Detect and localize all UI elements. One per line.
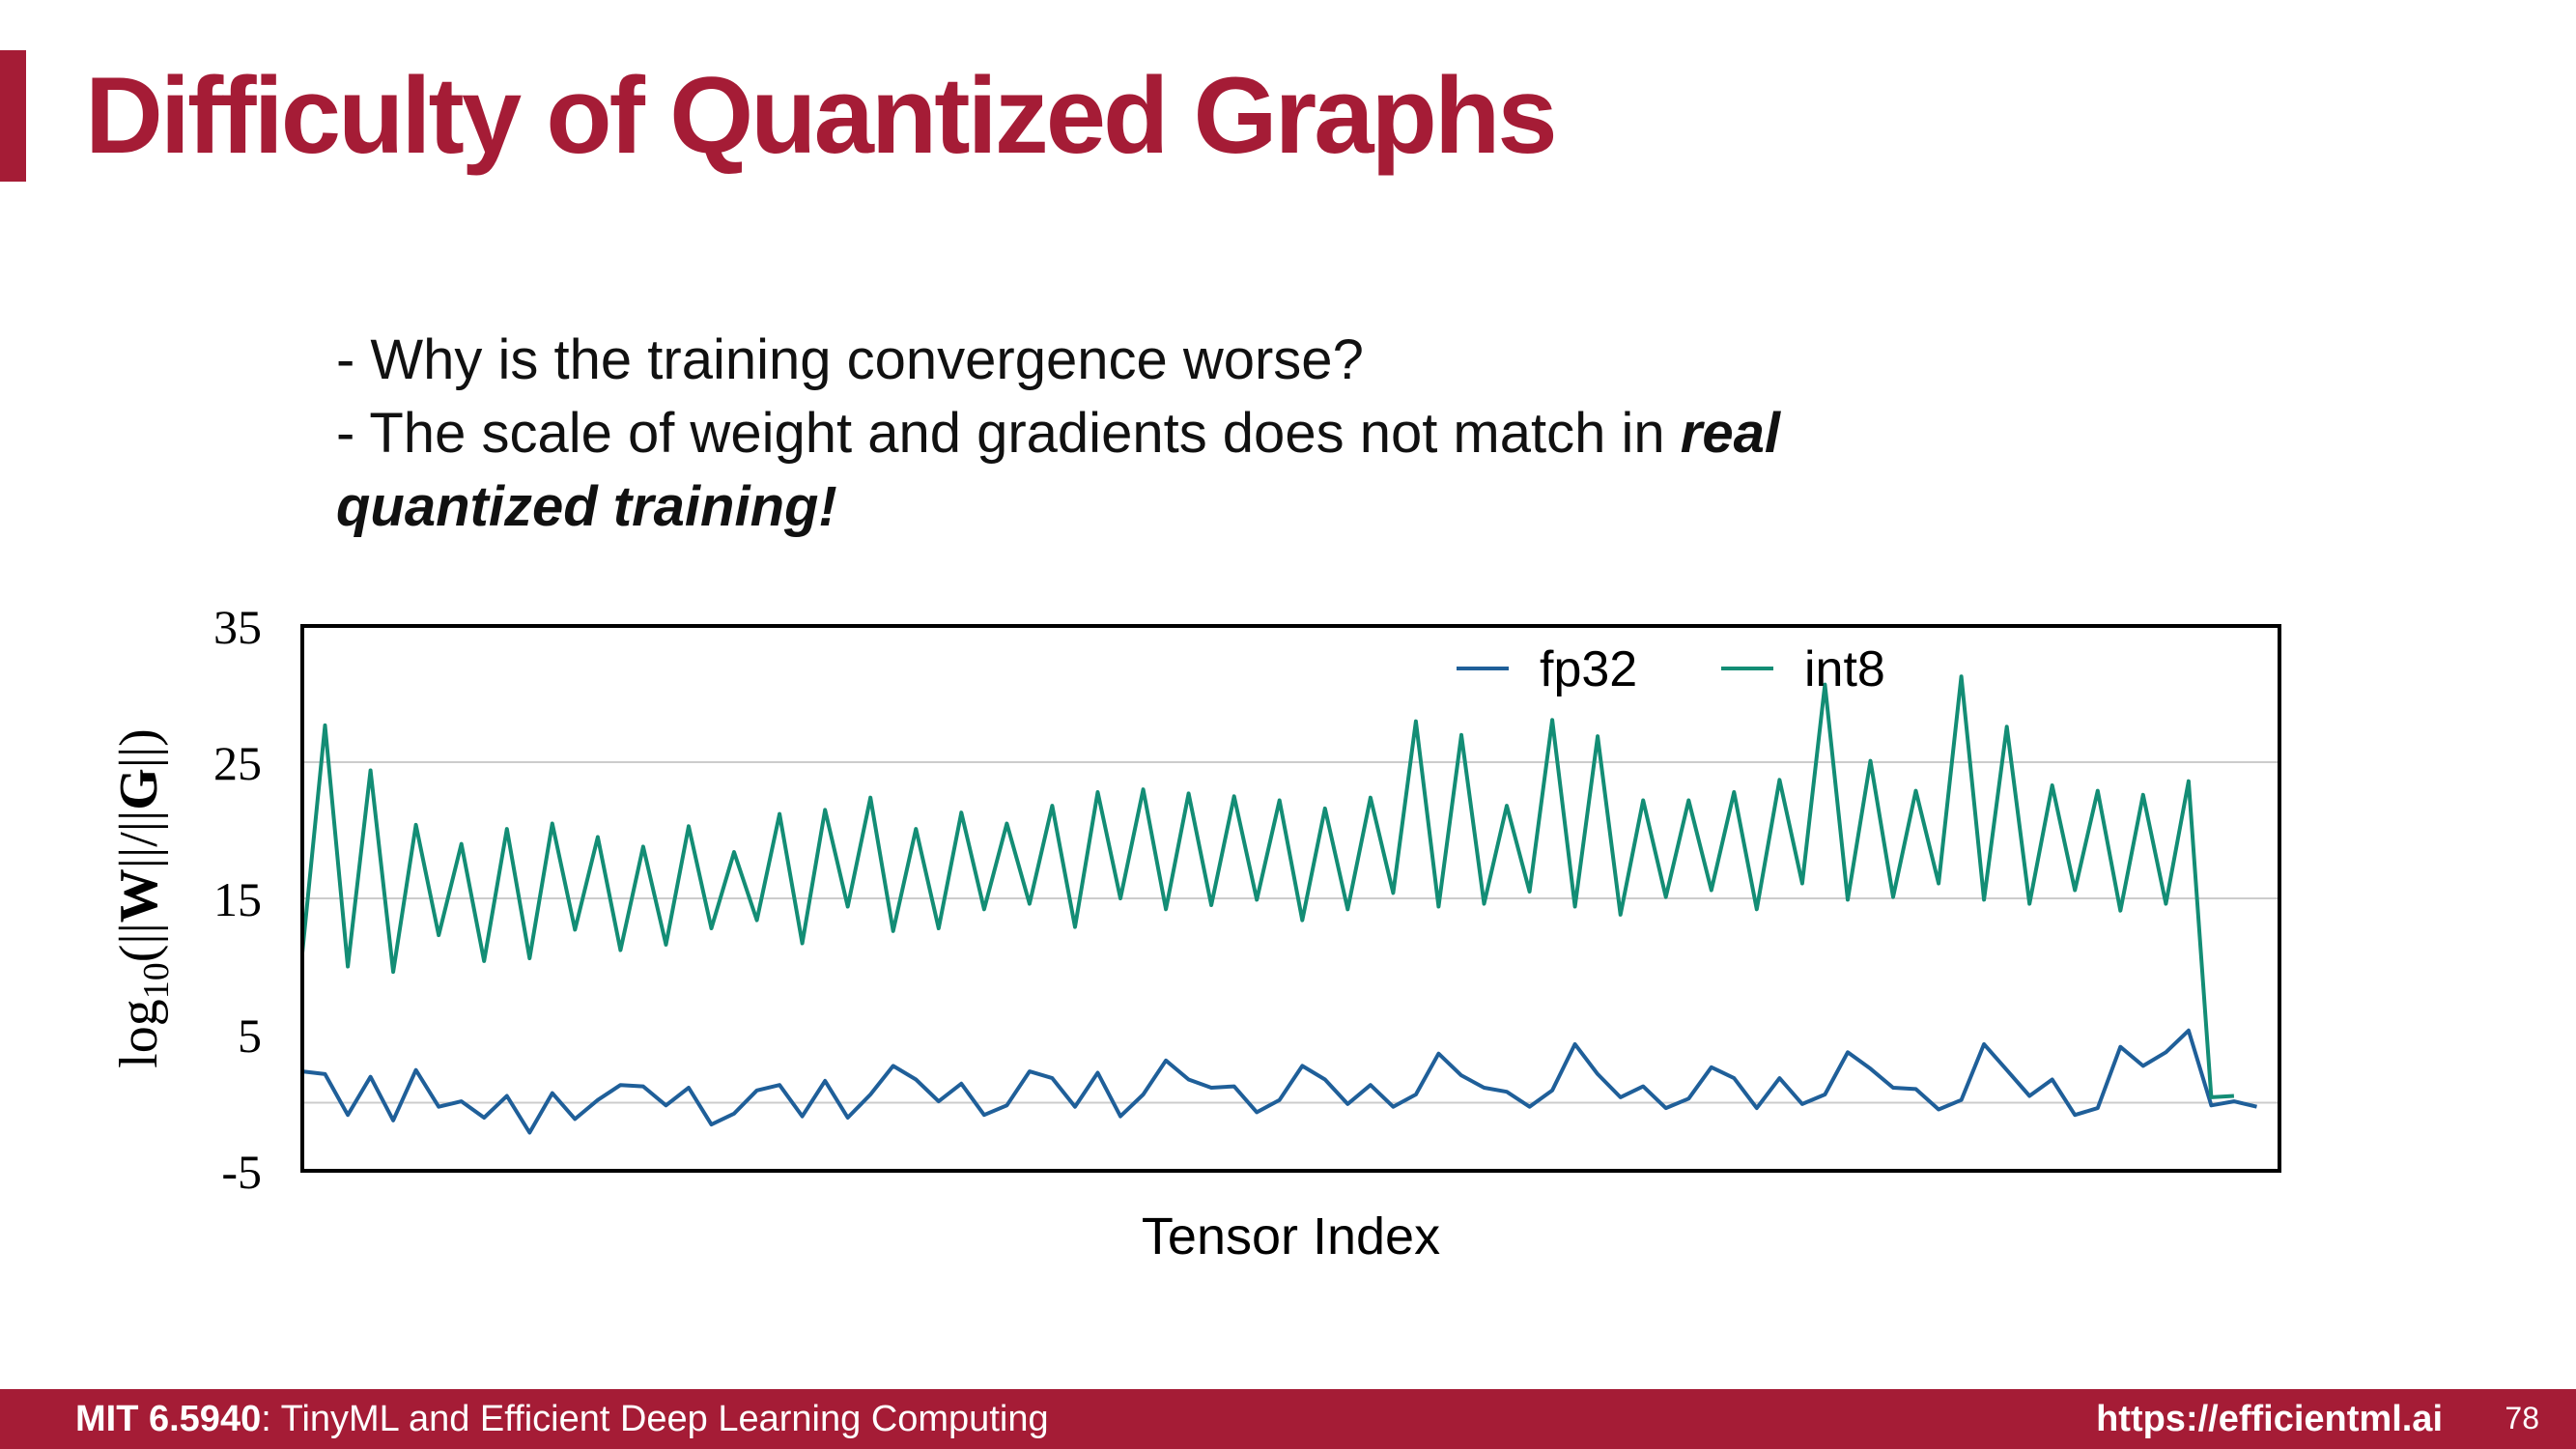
bullet-2-emphasis-a: real xyxy=(1680,402,1780,465)
series-lines xyxy=(300,674,2257,1135)
bullet-2: - The scale of weight and gradients does… xyxy=(336,397,2026,470)
bullet-2-text: - The scale of weight and gradients does… xyxy=(336,402,1681,465)
legend: fp32 int8 xyxy=(1457,641,1885,697)
bullet-list: - Why is the training convergence worse?… xyxy=(336,324,2026,544)
footer-course: MIT 6.5940: TinyML and Efficient Deep Le… xyxy=(75,1399,1049,1440)
y-tick-labels: 35 25 15 5 -5 xyxy=(213,600,262,1199)
legend-label-fp32: fp32 xyxy=(1540,641,1637,697)
page-number: 78 xyxy=(2505,1401,2539,1435)
series-line-fp32 xyxy=(301,1028,2257,1135)
course-code: MIT 6.5940 xyxy=(75,1399,262,1439)
legend-label-int8: int8 xyxy=(1804,641,1885,697)
plot-frame xyxy=(300,624,2281,1173)
footer-url[interactable]: https://efficientml.ai xyxy=(2096,1399,2443,1439)
line-chart: 35 25 15 5 -5 fp32 int8 log10(||W||/||G||) Te… xyxy=(109,600,2281,1265)
series-line-int8 xyxy=(300,674,2235,1099)
course-name: : TinyML and Efficient Deep Learning Com… xyxy=(261,1399,1049,1439)
y-tick-label: 15 xyxy=(213,872,262,926)
y-tick-label: 35 xyxy=(213,600,262,654)
slide-title: Difficulty of Quantized Graphs xyxy=(85,55,1558,176)
title-accent-bar xyxy=(0,50,26,182)
y-axis-label: log10(||W||/||G||) xyxy=(109,728,177,1068)
x-axis-label: Tensor Index xyxy=(1142,1208,1440,1265)
y-tick-label: -5 xyxy=(221,1145,262,1199)
y-tick-label: 25 xyxy=(213,736,262,790)
bullet-2-emphasis-b: quantized training! xyxy=(336,475,837,538)
y-tick-label: 5 xyxy=(238,1009,262,1063)
footer-bar: MIT 6.5940: TinyML and Efficient Deep Le… xyxy=(0,1389,2576,1449)
bullet-1: - Why is the training convergence worse? xyxy=(336,328,1364,391)
